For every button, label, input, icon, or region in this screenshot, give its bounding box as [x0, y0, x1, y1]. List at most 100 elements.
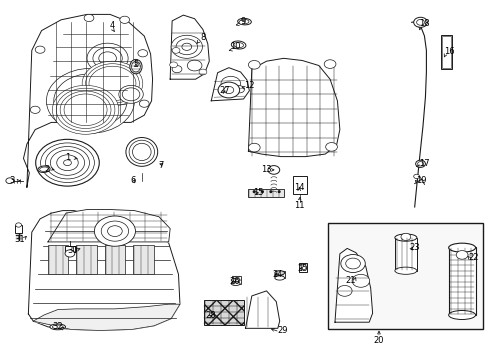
Circle shape: [101, 221, 128, 241]
Circle shape: [93, 48, 122, 69]
Circle shape: [239, 20, 244, 24]
Bar: [274, 271, 284, 278]
Polygon shape: [23, 14, 152, 187]
Circle shape: [416, 19, 424, 25]
Circle shape: [89, 66, 136, 101]
Bar: [76, 245, 97, 274]
Text: 5: 5: [133, 60, 138, 69]
Text: 10: 10: [230, 42, 241, 51]
Text: 8: 8: [200, 33, 205, 42]
Ellipse shape: [394, 267, 416, 274]
Text: 13: 13: [261, 165, 271, 174]
Bar: [231, 276, 240, 284]
Text: 19: 19: [415, 176, 426, 185]
Ellipse shape: [130, 59, 142, 74]
Circle shape: [63, 160, 71, 166]
Circle shape: [107, 226, 122, 237]
Text: 22: 22: [467, 253, 478, 262]
Ellipse shape: [125, 138, 157, 166]
Text: 28: 28: [204, 310, 215, 320]
Text: 6: 6: [130, 176, 135, 185]
Circle shape: [54, 74, 127, 128]
Text: 12: 12: [244, 81, 254, 90]
Circle shape: [417, 162, 423, 166]
Polygon shape: [248, 58, 339, 157]
Ellipse shape: [231, 282, 240, 285]
Circle shape: [71, 86, 110, 115]
Circle shape: [248, 60, 260, 69]
Circle shape: [455, 251, 467, 259]
Text: 11: 11: [293, 202, 304, 210]
Ellipse shape: [129, 140, 154, 163]
Text: 30: 30: [67, 246, 78, 255]
Ellipse shape: [52, 325, 63, 329]
Text: 26: 26: [229, 277, 240, 286]
Circle shape: [218, 82, 239, 98]
Bar: [327, 223, 482, 329]
Text: 17: 17: [418, 159, 429, 168]
Circle shape: [413, 174, 419, 179]
Ellipse shape: [38, 166, 50, 172]
Ellipse shape: [274, 276, 284, 280]
Circle shape: [340, 255, 365, 273]
Circle shape: [52, 85, 119, 134]
Circle shape: [85, 64, 139, 103]
Ellipse shape: [50, 324, 65, 330]
Circle shape: [99, 52, 116, 65]
Text: 16: 16: [444, 46, 454, 55]
Text: 21: 21: [345, 276, 356, 285]
Bar: [104, 245, 125, 274]
Ellipse shape: [132, 143, 151, 161]
Circle shape: [139, 100, 149, 107]
Circle shape: [36, 139, 99, 186]
Text: 18: 18: [418, 19, 429, 28]
Text: 29: 29: [277, 326, 287, 335]
Circle shape: [413, 17, 427, 27]
Circle shape: [324, 60, 335, 68]
Circle shape: [119, 85, 143, 103]
Bar: [441, 36, 450, 68]
Circle shape: [267, 166, 279, 174]
Ellipse shape: [447, 243, 474, 252]
Bar: [64, 246, 75, 252]
Bar: [299, 263, 306, 272]
Circle shape: [45, 147, 89, 179]
Bar: [248, 189, 283, 197]
Bar: [440, 35, 451, 69]
Circle shape: [337, 285, 351, 296]
Circle shape: [172, 66, 182, 73]
Circle shape: [218, 86, 229, 95]
Text: 14: 14: [293, 183, 304, 192]
Ellipse shape: [233, 42, 243, 48]
Bar: [204, 300, 243, 325]
Circle shape: [57, 155, 78, 171]
Bar: [48, 245, 68, 274]
Ellipse shape: [447, 310, 474, 320]
Circle shape: [65, 250, 75, 257]
Ellipse shape: [274, 271, 284, 275]
Circle shape: [169, 62, 177, 68]
Circle shape: [60, 91, 111, 129]
Circle shape: [325, 143, 337, 151]
Text: 2: 2: [45, 165, 50, 174]
Text: 3: 3: [10, 176, 15, 185]
Circle shape: [46, 68, 134, 133]
Circle shape: [248, 143, 260, 152]
Polygon shape: [334, 248, 372, 322]
Ellipse shape: [240, 19, 248, 24]
Text: 4: 4: [110, 21, 115, 30]
Text: 1: 1: [65, 153, 70, 162]
Text: 24: 24: [272, 270, 283, 279]
Ellipse shape: [231, 41, 245, 49]
Circle shape: [345, 258, 360, 269]
Circle shape: [176, 39, 197, 55]
Ellipse shape: [231, 278, 240, 282]
Text: 7: 7: [159, 161, 163, 170]
Bar: [293, 176, 306, 194]
Circle shape: [171, 35, 202, 58]
Circle shape: [82, 61, 142, 106]
Circle shape: [400, 233, 410, 240]
Circle shape: [199, 69, 206, 75]
Circle shape: [16, 223, 21, 227]
Circle shape: [64, 94, 107, 126]
